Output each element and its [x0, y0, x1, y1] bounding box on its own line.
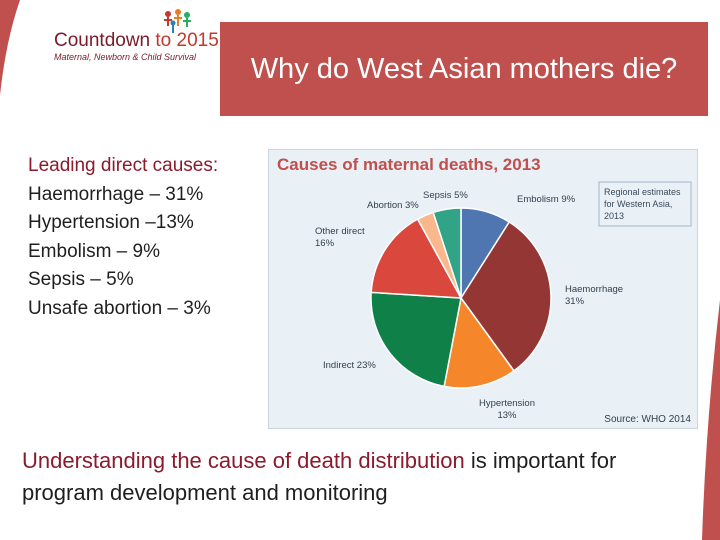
cause-item: Unsafe abortion – 3% — [28, 297, 211, 319]
legend-note-box — [598, 181, 692, 227]
chart-source: Source: WHO 2014 — [604, 414, 691, 425]
pie-slice — [370, 218, 463, 299]
cause-item: Hypertension –13% — [28, 212, 194, 233]
slice-label: Embolism 9% — [517, 194, 576, 205]
pie-slice — [443, 296, 515, 389]
slide-title: Why do West Asian mothers die? — [250, 53, 678, 85]
cause-item: Embolism – 9% — [28, 240, 160, 262]
leading-causes-list: Leading direct causes: Haemorrhage – 31%… — [28, 152, 218, 323]
pie-chart: Causes of maternal deaths, 2013 Regional … — [277, 155, 692, 425]
title-banner: Why do West Asian mothers die? — [220, 22, 708, 116]
pie-slice — [460, 220, 552, 372]
slice-label: Abortion 3% — [367, 200, 419, 211]
corner-decoration-left — [0, 0, 20, 95]
cause-item: Sepsis – 5% — [28, 269, 134, 290]
slice-label: Indirect 23% — [323, 360, 376, 371]
pie-slice — [370, 291, 462, 388]
leading-causes-heading: Leading direct causes: — [28, 155, 219, 176]
corner-decoration-right — [702, 300, 720, 540]
chart-title: Causes of maternal deaths, 2013 — [277, 155, 541, 174]
bottom-rest: is important for program development and… — [22, 448, 617, 505]
slice-label: Hypertension 13% — [479, 398, 535, 421]
slice-label: Haemorrhage 31% — [565, 284, 623, 307]
cause-item: Haemorrhage – 31% — [28, 183, 204, 205]
bottom-emphasis: Understanding the cause of death distrib… — [22, 448, 465, 473]
logo-tagline: Maternal, Newborn & Child Survival — [54, 52, 197, 62]
pie-slice — [432, 207, 462, 299]
pie-chart-panel: Causes of maternal deaths, 2013 Regional … — [268, 149, 698, 429]
slice-label: Sepsis 5% — [423, 190, 468, 201]
family-figures-icon — [164, 9, 191, 33]
legend-note: Regional estimates for Western Asia, 2013 — [604, 187, 681, 221]
countdown-logo: Countdown to 2015 Maternal, Newborn & Ch… — [50, 9, 219, 70]
slice-label: Other direct 16% — [315, 226, 365, 249]
logo-wordmark: Countdown to 2015 — [54, 30, 219, 51]
bottom-statement: Understanding the cause of death distrib… — [22, 445, 672, 509]
